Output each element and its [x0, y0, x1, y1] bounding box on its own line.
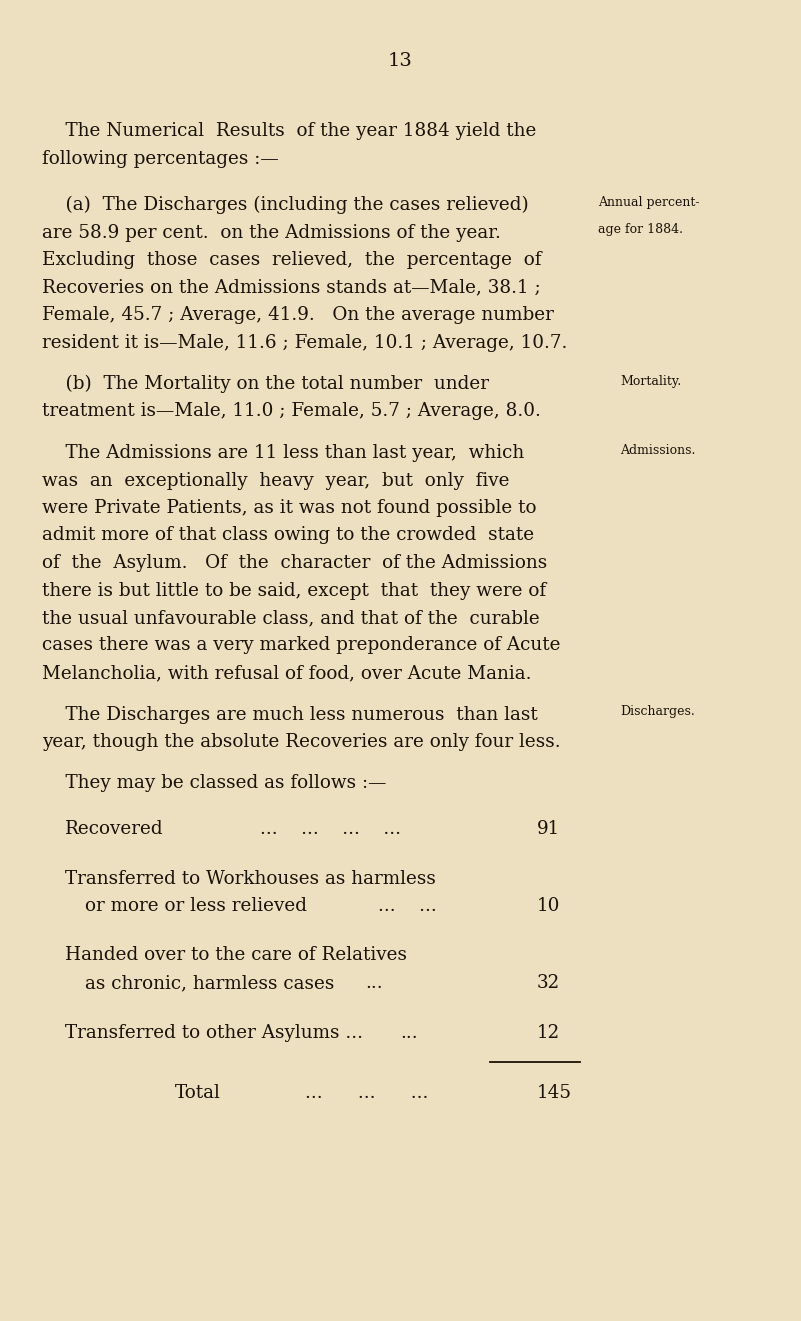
Text: treatment is—Male, 11.0 ; Female, 5.7 ; Average, 8.0.: treatment is—Male, 11.0 ; Female, 5.7 ; … [42, 403, 541, 420]
Text: Handed over to the care of Relatives: Handed over to the care of Relatives [65, 947, 407, 964]
Text: Discharges.: Discharges. [620, 705, 694, 719]
Text: ...    ...: ... ... [378, 897, 437, 915]
Text: Transferred to Workhouses as harmless: Transferred to Workhouses as harmless [65, 869, 436, 888]
Text: They may be classed as follows :—: They may be classed as follows :— [42, 774, 386, 793]
Text: The Admissions are 11 less than last year,  which: The Admissions are 11 less than last yea… [42, 444, 524, 462]
Text: 12: 12 [537, 1024, 560, 1041]
Text: Recoveries on the Admissions stands at—Male, 38.1 ;: Recoveries on the Admissions stands at—M… [42, 279, 541, 296]
Text: the usual unfavourable class, and that of the  curable: the usual unfavourable class, and that o… [42, 609, 540, 627]
Text: Annual percent-: Annual percent- [598, 196, 699, 209]
Text: 32: 32 [537, 974, 560, 992]
Text: 145: 145 [537, 1085, 572, 1102]
Text: age for 1884.: age for 1884. [598, 223, 683, 236]
Text: Transferred to other Asylums ...: Transferred to other Asylums ... [65, 1024, 363, 1041]
Text: or more or less relieved: or more or less relieved [85, 897, 307, 915]
Text: there is but little to be said, except  that  they were of: there is but little to be said, except t… [42, 581, 546, 600]
Text: cases there was a very marked preponderance of Acute: cases there was a very marked prepondera… [42, 637, 561, 654]
Text: following percentages :—: following percentages :— [42, 149, 279, 168]
Text: ...: ... [400, 1024, 417, 1041]
Text: Excluding  those  cases  relieved,  the  percentage  of: Excluding those cases relieved, the perc… [42, 251, 541, 269]
Text: ...: ... [365, 974, 383, 992]
Text: The Numerical  Results  of the year 1884 yield the: The Numerical Results of the year 1884 y… [42, 122, 537, 140]
Text: 10: 10 [537, 897, 561, 915]
Text: (a)  The Discharges (including the cases relieved): (a) The Discharges (including the cases … [42, 196, 529, 214]
Text: were Private Patients, as it was not found possible to: were Private Patients, as it was not fou… [42, 499, 537, 517]
Text: (b)  The Mortality on the total number  under: (b) The Mortality on the total number un… [42, 375, 489, 394]
Text: ...      ...      ...: ... ... ... [305, 1085, 429, 1102]
Text: are 58.9 per cent.  on the Admissions of the year.: are 58.9 per cent. on the Admissions of … [42, 223, 501, 242]
Text: was  an  exceptionally  heavy  year,  but  only  five: was an exceptionally heavy year, but onl… [42, 472, 509, 490]
Text: of  the  Asylum.   Of  the  character  of the Admissions: of the Asylum. Of the character of the A… [42, 553, 547, 572]
Text: 13: 13 [388, 52, 413, 70]
Text: 91: 91 [537, 820, 560, 838]
Text: resident it is—Male, 11.6 ; Female, 10.1 ; Average, 10.7.: resident it is—Male, 11.6 ; Female, 10.1… [42, 333, 567, 351]
Text: The Discharges are much less numerous  than last: The Discharges are much less numerous th… [42, 705, 537, 724]
Text: ...    ...    ...    ...: ... ... ... ... [260, 820, 401, 838]
Text: Admissions.: Admissions. [620, 444, 695, 457]
Text: Mortality.: Mortality. [620, 375, 681, 388]
Text: admit more of that class owing to the crowded  state: admit more of that class owing to the cr… [42, 527, 534, 544]
Text: Female, 45.7 ; Average, 41.9.   On the average number: Female, 45.7 ; Average, 41.9. On the ave… [42, 306, 553, 324]
Text: Melancholia, with refusal of food, over Acute Mania.: Melancholia, with refusal of food, over … [42, 664, 532, 682]
Text: Total: Total [175, 1085, 221, 1102]
Text: year, though the absolute Recoveries are only four less.: year, though the absolute Recoveries are… [42, 733, 561, 752]
Text: as chronic, harmless cases: as chronic, harmless cases [85, 974, 334, 992]
Text: Recovered: Recovered [65, 820, 163, 838]
